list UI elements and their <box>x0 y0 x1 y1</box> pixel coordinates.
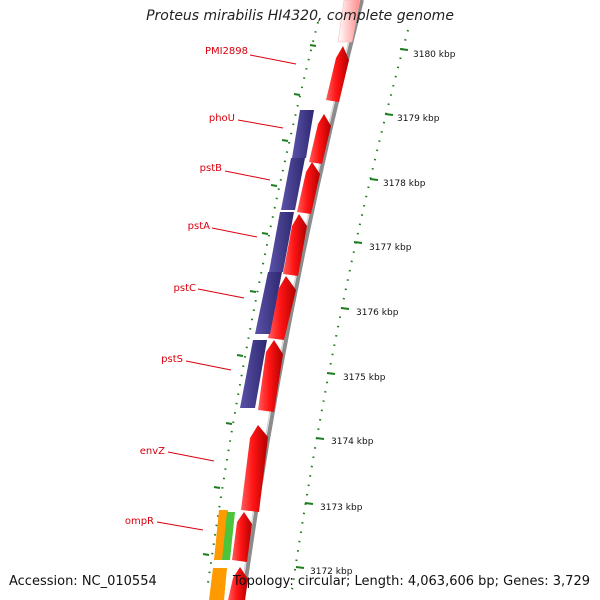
gene-label-PMI2898: PMI2898 <box>205 46 297 65</box>
svg-text:ompR: ompR <box>125 516 154 527</box>
genome-title: Proteus mirabilis HI4320, complete genom… <box>146 8 454 24</box>
kbp-tick-3174: 3174 kbp <box>315 437 374 447</box>
svg-text:3179 kbp: 3179 kbp <box>397 114 440 124</box>
svg-text:3173 kbp: 3173 kbp <box>320 503 363 513</box>
gene-block-pstA <box>269 212 294 272</box>
gene-arrow-phoU <box>309 114 331 164</box>
gene-arrow-top <box>337 0 361 43</box>
gene-label-pstS: pstS <box>161 354 232 371</box>
gene-arrow-pstB <box>297 162 320 214</box>
kbp-tick-3175: 3175 kbp <box>326 372 386 383</box>
gene-arrow-PMI2898 <box>326 46 349 102</box>
kbp-tick-3177: 3177 kbp <box>353 241 412 253</box>
gene-arrow-ompR <box>232 512 252 562</box>
gene-label-pstB: pstB <box>200 163 271 181</box>
topology-label: Topology: circular; Length: 4,063,606 bp… <box>232 574 590 589</box>
kbp-tick-3178: 3178 kbp <box>369 178 426 189</box>
svg-text:PMI2898: PMI2898 <box>205 46 248 57</box>
gene-block-pstC <box>255 272 282 334</box>
kbp-tick-3179: 3179 kbp <box>384 113 440 124</box>
kbp-tick-3176: 3176 kbp <box>340 307 399 318</box>
svg-text:3175 kbp: 3175 kbp <box>343 373 386 383</box>
feature-orange-1 <box>214 510 228 560</box>
kbp-tick-3172: 3172 kbp <box>295 566 353 577</box>
svg-text:3180 kbp: 3180 kbp <box>413 50 456 60</box>
svg-text:pstC: pstC <box>174 283 196 294</box>
accession-label: Accession: NC_010554 <box>9 574 157 589</box>
kbp-tick-3173: 3173 kbp <box>304 502 363 513</box>
kbp-tick-3180: 3180 kbp <box>399 48 456 60</box>
svg-text:3172 kbp: 3172 kbp <box>310 567 353 577</box>
gene-arrow-envZ <box>241 425 268 512</box>
gene-arrow-pstS <box>258 340 283 412</box>
svg-text:3176 kbp: 3176 kbp <box>356 308 399 318</box>
svg-text:envZ: envZ <box>140 446 165 457</box>
gene-label-phoU: phoU <box>209 113 284 129</box>
gene-block-pstB <box>281 158 305 210</box>
svg-text:phoU: phoU <box>209 113 235 124</box>
gene-label-pstC: pstC <box>174 283 245 299</box>
gene-block-pstS <box>240 340 267 408</box>
feature-green-1 <box>222 512 235 560</box>
gene-block-phoU <box>292 110 314 158</box>
gene-arrow-bottom <box>228 567 248 600</box>
svg-text:pstS: pstS <box>161 354 183 365</box>
gene-label-pstA: pstA <box>188 221 258 238</box>
gene-label-ompR: ompR <box>125 516 204 531</box>
gene-label-envZ: envZ <box>140 446 215 462</box>
feature-orange-2 <box>209 568 227 600</box>
svg-text:pstA: pstA <box>188 221 210 232</box>
svg-text:3177 kbp: 3177 kbp <box>369 243 412 253</box>
svg-text:pstB: pstB <box>200 163 222 174</box>
outer-ring-marks <box>202 44 317 556</box>
svg-text:3178 kbp: 3178 kbp <box>383 179 426 189</box>
gene-arrow-pstA <box>283 214 307 276</box>
svg-text:3174 kbp: 3174 kbp <box>331 437 374 447</box>
gene-arrow-pstC <box>268 276 296 340</box>
